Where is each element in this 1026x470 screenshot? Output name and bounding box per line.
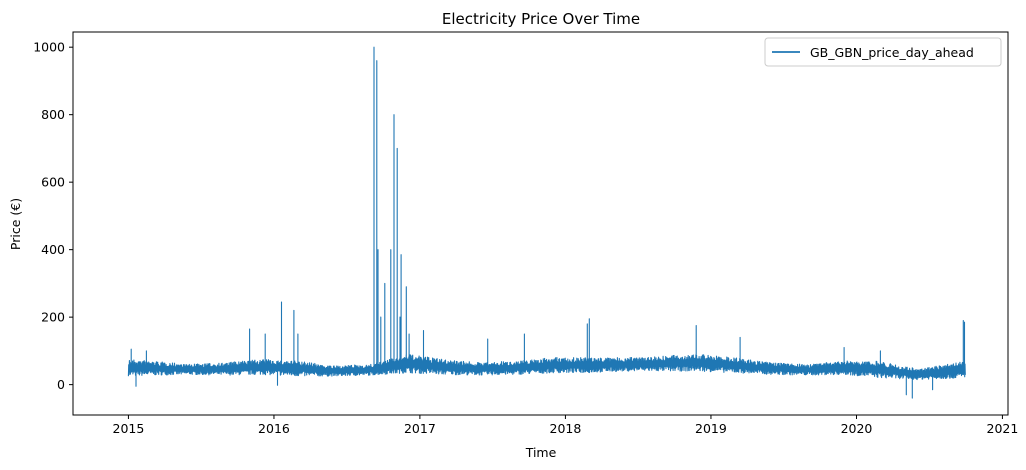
x-axis-title: Time (525, 445, 557, 460)
x-tick-label: 2016 (258, 421, 290, 436)
y-tick-label: 400 (41, 242, 65, 257)
x-tick-label: 2015 (113, 421, 145, 436)
y-axis-title: Price (€) (8, 198, 23, 250)
y-tick-label: 0 (57, 377, 65, 392)
legend-label: GB_GBN_price_day_ahead (810, 45, 974, 60)
y-tick-label: 600 (41, 175, 65, 190)
x-tick-label: 2021 (987, 421, 1019, 436)
x-tick-label: 2017 (404, 421, 436, 436)
legend: GB_GBN_price_day_ahead (764, 37, 1002, 67)
y-tick-label: 800 (41, 107, 65, 122)
plot-area (127, 46, 966, 399)
x-tick-label: 2019 (695, 421, 727, 436)
x-axis: 2015 2016 2017 2018 2019 2020 2021 (113, 415, 1019, 436)
legend-box (764, 37, 1002, 67)
chart-title: Electricity Price Over Time (442, 10, 640, 28)
x-tick-label: 2018 (550, 421, 582, 436)
y-tick-label: 1000 (33, 40, 65, 55)
axes-frame (72, 31, 1009, 416)
y-axis: 0 200 400 600 800 1000 (33, 40, 73, 392)
series-line-gb-gbn-price (127, 46, 966, 399)
y-tick-label: 200 (41, 310, 65, 325)
x-tick-label: 2020 (841, 421, 873, 436)
